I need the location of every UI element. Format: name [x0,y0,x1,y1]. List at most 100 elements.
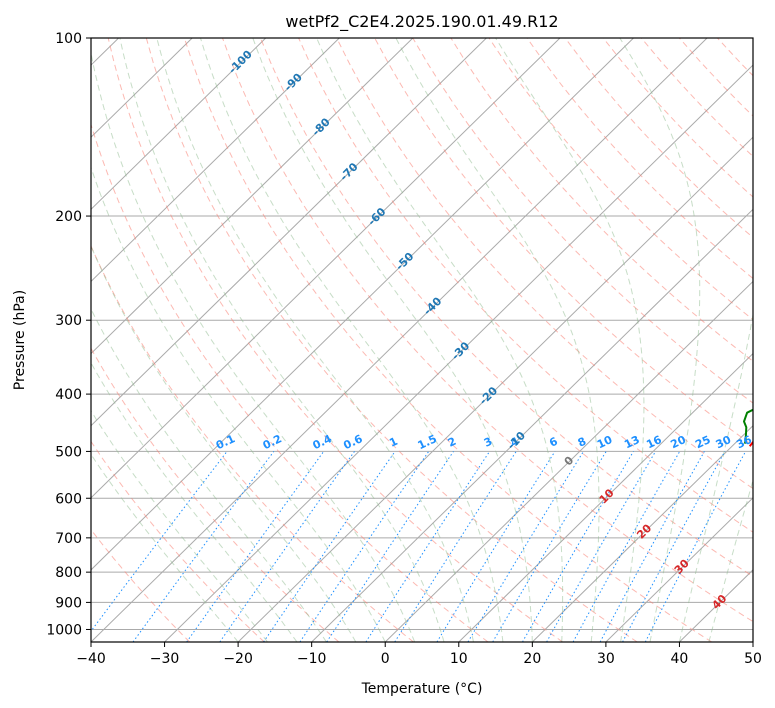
mixing-ratio-label: 20 [669,433,689,451]
y-tick-label: 900 [55,595,82,611]
moist-adiabat-line [156,38,474,642]
mixing-ratio-line [599,451,705,642]
y-tick-label: 800 [55,565,82,581]
mixing-ratio-line [132,451,275,642]
x-tick-label: −10 [297,651,327,667]
moist-adiabat-line [395,38,600,642]
moist-adiabat-line [91,362,298,642]
x-tick-label: 40 [671,651,689,667]
x-tick-label: 0 [381,651,390,667]
y-tick-label: 200 [55,209,82,225]
isotherm-line [91,38,267,211]
x-axis-label: Temperature (°C) [361,681,483,697]
mixing-ratio-line [299,451,430,642]
dry-adiabat-line [488,38,753,321]
x-tick-label: 30 [597,651,615,667]
mixing-ratio-line [572,451,681,642]
y-tick-label: 500 [55,444,82,460]
x-tick-label: −40 [76,651,106,667]
moist-adiabat-line [91,453,239,642]
isotherm-line [91,38,561,499]
moist-adiabat-line [91,409,268,642]
isotherm-line [91,38,340,283]
moist-adiabat-line [200,38,504,642]
dry-adiabats [91,38,753,642]
moist-adiabats [91,38,753,642]
mixing-ratio-label: 10 [595,433,615,451]
chart-title: wetPf2_C2E4.2025.190.01.49.R12 [285,12,558,32]
mixing-ratio-line [365,451,491,642]
moist-adiabat-line [91,50,416,642]
mixing-ratio-label: 13 [622,433,641,451]
isotherm-line [91,38,708,642]
sounding-traces [743,408,753,447]
isotherm-line [384,280,753,642]
dry-adiabat-line [145,38,638,642]
moist-adiabat-line [119,38,445,642]
y-tick-label: 1000 [46,622,82,638]
y-tick-label: 700 [55,531,82,547]
x-tick-label: 50 [744,651,762,667]
mixing-ratio-label: 36 [734,433,754,451]
dry-adiabat-line [91,122,489,642]
dry-adiabat-line [298,38,753,533]
moist-adiabat-line [316,38,564,642]
dry-adiabat-line [91,347,340,642]
dry-adiabat-line [107,38,563,642]
dry-adiabat-line [374,38,753,447]
isotherm-line [458,352,753,642]
mixing-ratio-line [622,451,726,642]
mixing-ratio-label: 30 [714,433,734,451]
isotherm-line [91,38,487,427]
isotherm-line [237,136,753,642]
moist-adiabat-line [91,244,357,642]
moist-adiabat-line [678,38,753,642]
mixing-ratio-line [436,451,556,642]
mixing-ratio-line [546,451,656,642]
isotherm-line [311,208,753,642]
isotherm-line [91,38,634,571]
moist-adiabat-line [619,38,701,642]
mixing-ratio-lines [91,451,747,642]
mixing-ratio-label: 25 [693,433,712,451]
plot-area: 0.1 0.2 0.4 0.6 1 1.5 2 3 4 6 8 10 13 16 20 25 30 36-100-… [91,38,754,642]
x-tick-label: 20 [523,651,541,667]
moist-adiabat-line [91,308,327,642]
y-tick-label: 300 [55,313,82,329]
mixing-ratio-line [467,451,584,642]
moist-adiabat-line [252,38,533,642]
moist-adiabat-line [708,478,753,642]
dry-adiabat-line [412,38,753,404]
isotherm-line [164,64,753,642]
dry-adiabat-line [183,38,713,642]
dry-adiabat-line [91,244,414,642]
mixing-ratio-label: 16 [644,433,664,451]
mixing-ratio-line [219,451,355,642]
dry-adiabat-line [260,38,753,578]
grid-lines [91,38,753,642]
mixing-ratio-line [326,451,454,642]
mixing-ratio-line [263,451,396,642]
y-axis-label: Pressure (hPa) [12,290,28,390]
dry-adiabat-line [91,440,265,642]
y-tick-label: 100 [55,31,82,47]
isotherm-line [91,38,414,355]
plot-frame [90,37,754,643]
axes-ticks: −40 −30 −20 −10 0 10 20 30 40 50 100 200 300 400 500 60… [46,31,762,667]
mixing-ratio-line [394,451,517,642]
isotherm-line [605,497,753,642]
x-tick-label: −30 [150,651,180,667]
dewpoint-trace [743,408,753,444]
mixing-ratio-line [91,451,228,632]
y-tick-label: 400 [55,387,82,403]
mixing-ratio-line [186,451,325,642]
x-tick-label: −20 [223,651,253,667]
dry-adiabat-line [450,38,753,362]
y-tick-label: 600 [55,491,82,507]
x-tick-label: 10 [450,651,468,667]
isotherm-line [531,424,753,642]
dry-adiabat-line [222,38,753,623]
moist-adiabat-line [495,38,645,642]
